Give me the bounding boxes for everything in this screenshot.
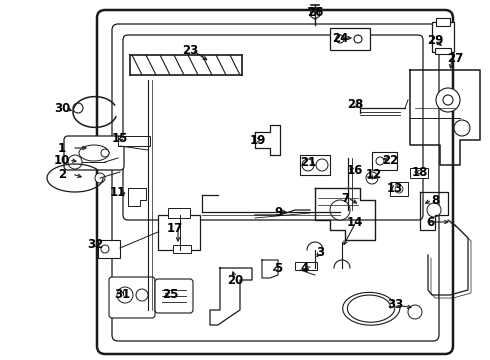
Circle shape — [336, 35, 344, 43]
Text: 18: 18 — [412, 166, 428, 179]
Text: 4: 4 — [301, 261, 309, 274]
Text: 14: 14 — [347, 216, 363, 229]
Text: 20: 20 — [227, 274, 243, 287]
Text: 12: 12 — [366, 168, 382, 181]
Text: 23: 23 — [182, 44, 198, 57]
Bar — [173, 245, 191, 253]
Circle shape — [366, 172, 378, 184]
Circle shape — [101, 149, 109, 157]
Text: 2: 2 — [58, 167, 66, 180]
Text: 33: 33 — [387, 298, 403, 311]
Text: 1: 1 — [58, 141, 66, 154]
Bar — [436, 18, 450, 26]
Text: 21: 21 — [300, 156, 316, 168]
Circle shape — [443, 95, 453, 105]
Circle shape — [101, 245, 109, 253]
Text: 26: 26 — [307, 5, 323, 18]
Text: 28: 28 — [347, 99, 363, 112]
Bar — [118, 136, 150, 146]
Bar — [410, 168, 428, 178]
Bar — [390, 182, 408, 196]
Text: 5: 5 — [274, 261, 282, 274]
Bar — [330, 28, 370, 50]
Circle shape — [68, 155, 82, 169]
Circle shape — [436, 88, 460, 112]
Text: 16: 16 — [347, 163, 363, 176]
Circle shape — [316, 159, 328, 171]
Text: 29: 29 — [427, 33, 443, 46]
Bar — [98, 240, 120, 258]
Circle shape — [95, 173, 105, 183]
Circle shape — [330, 200, 350, 220]
Text: 8: 8 — [431, 194, 439, 207]
Bar — [168, 208, 190, 218]
Text: 25: 25 — [162, 288, 178, 302]
FancyBboxPatch shape — [109, 277, 155, 318]
Text: 30: 30 — [54, 102, 70, 114]
Bar — [372, 152, 397, 170]
Text: 13: 13 — [387, 181, 403, 194]
Text: 22: 22 — [382, 153, 398, 166]
Circle shape — [376, 157, 384, 165]
Text: 6: 6 — [426, 216, 434, 229]
FancyBboxPatch shape — [64, 136, 124, 170]
Text: 9: 9 — [274, 206, 282, 219]
Bar — [300, 155, 330, 175]
Text: 3: 3 — [316, 246, 324, 258]
Bar — [295, 262, 317, 270]
Text: 7: 7 — [341, 192, 349, 204]
Circle shape — [73, 103, 83, 113]
Circle shape — [302, 159, 314, 171]
Text: 24: 24 — [332, 31, 348, 45]
Text: 32: 32 — [87, 238, 103, 252]
FancyBboxPatch shape — [97, 10, 453, 354]
Circle shape — [117, 287, 133, 303]
Circle shape — [408, 305, 422, 319]
Text: 17: 17 — [167, 221, 183, 234]
Circle shape — [454, 120, 470, 136]
Circle shape — [354, 35, 362, 43]
Text: 31: 31 — [114, 288, 130, 302]
Bar — [435, 48, 451, 54]
Text: 11: 11 — [110, 185, 126, 198]
Text: 19: 19 — [250, 134, 266, 147]
Bar — [432, 22, 454, 52]
Text: 15: 15 — [112, 131, 128, 144]
Circle shape — [395, 185, 403, 193]
Circle shape — [136, 289, 148, 301]
Bar — [158, 215, 200, 250]
Text: 27: 27 — [447, 51, 463, 64]
Circle shape — [427, 203, 441, 217]
FancyBboxPatch shape — [155, 279, 193, 313]
Text: 10: 10 — [54, 153, 70, 166]
